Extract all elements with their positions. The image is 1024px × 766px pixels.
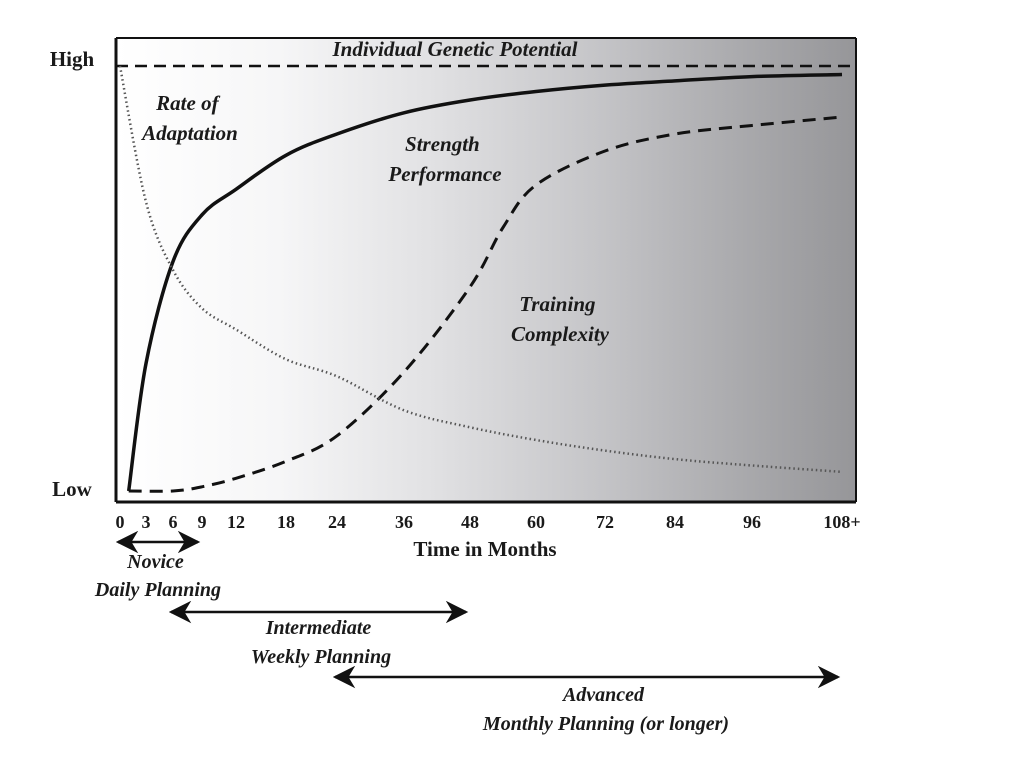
x-tick-label: 24 xyxy=(328,512,346,532)
x-tick-label: 18 xyxy=(277,512,295,532)
x-tick-label: 12 xyxy=(227,512,245,532)
x-tick-label: 6 xyxy=(169,512,178,532)
x-tick-label: 72 xyxy=(596,512,614,532)
x-tick-label: 108+ xyxy=(823,512,860,532)
plot-background xyxy=(116,38,856,502)
y-tick-label-high: High xyxy=(50,47,95,71)
x-tick-label: 0 xyxy=(116,512,125,532)
strength-performance-line xyxy=(126,72,843,492)
x-tick-label: 9 xyxy=(198,512,207,532)
genetic-potential-label: Individual Genetic Potential xyxy=(332,37,578,61)
x-axis-title: Time in Months xyxy=(413,537,556,561)
x-tick-label: 36 xyxy=(395,512,413,532)
x-tick-label: 60 xyxy=(527,512,545,532)
y-tick-label-low: Low xyxy=(52,477,93,501)
x-tick-labels: 0 3 6 9 12 18 24 36 48 60 72 84 96 108+ xyxy=(116,512,861,532)
x-tick-label: 96 xyxy=(743,512,761,532)
rate-of-adaptation-label: Rate of Adaptation xyxy=(140,91,238,145)
x-tick-label: 3 xyxy=(142,512,151,532)
training-complexity-label: Training Complexity xyxy=(511,292,610,346)
strength-performance-label: Strength Performance xyxy=(387,132,501,186)
intermediate-phase-label: Intermediate Weekly Planning xyxy=(251,617,391,668)
training-complexity-line xyxy=(128,115,843,493)
novice-phase-label: Novice Daily Planning xyxy=(94,551,221,601)
x-tick-label: 84 xyxy=(666,512,684,532)
x-tick-label: 48 xyxy=(461,512,479,532)
advanced-phase-label: Advanced Monthly Planning (or longer) xyxy=(482,684,729,735)
